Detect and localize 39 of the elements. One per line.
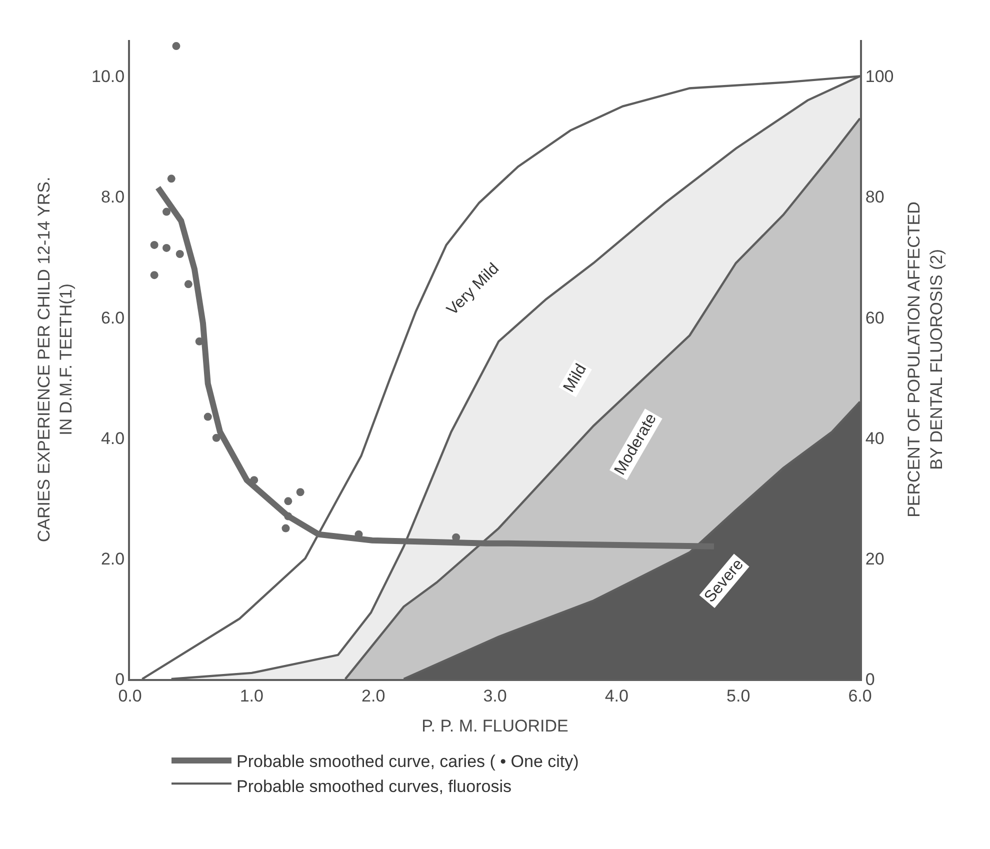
x-tick-label: 5.0 bbox=[726, 686, 750, 706]
point bbox=[282, 524, 290, 532]
y2-tick-label: 80 bbox=[865, 188, 884, 207]
point bbox=[250, 476, 258, 484]
point bbox=[204, 412, 212, 421]
y-axis-title: CARIES EXPERIENCE PER CHILD 12-14 YRS. IN D.M.F. TEETH(1) bbox=[34, 176, 76, 542]
y2-tick-label: 60 bbox=[865, 308, 884, 328]
point bbox=[212, 434, 220, 442]
y2-axis-title: PERCENT OF POPULATION AFFECTED BY DENTAL FLUOROSIS (2) bbox=[904, 202, 946, 518]
x-axis-title: P. P. M. FLUORIDE bbox=[422, 716, 568, 736]
x-tick-label: 1.0 bbox=[240, 686, 264, 706]
y-tick-label: 8.0 bbox=[100, 188, 125, 207]
legend-label: Probable smoothed curve, caries ( • One city) bbox=[236, 752, 579, 772]
point bbox=[167, 174, 176, 183]
legend-label: Probable smoothed curves, fluorosis bbox=[236, 777, 512, 796]
point bbox=[284, 497, 292, 506]
point bbox=[184, 280, 192, 288]
y-tick-label: 4.0 bbox=[100, 428, 125, 448]
x-tick-label: 0.0 bbox=[118, 686, 142, 706]
y-tick-label: 0 bbox=[115, 670, 125, 689]
y2-tick-label: 40 bbox=[865, 428, 884, 448]
y-tick-label: 2.0 bbox=[100, 549, 125, 568]
y-tick-label: 6.0 bbox=[100, 308, 125, 328]
y-tick-label: 10.0 bbox=[92, 67, 125, 86]
x-tick-label: 3.0 bbox=[483, 686, 507, 706]
point bbox=[284, 512, 292, 520]
point bbox=[162, 208, 170, 216]
point bbox=[150, 271, 158, 280]
y2-tick-label: 20 bbox=[865, 549, 884, 568]
point bbox=[162, 244, 170, 252]
point bbox=[296, 488, 304, 496]
point bbox=[176, 250, 184, 258]
x-tick-label: 2.0 bbox=[362, 686, 386, 706]
y2-tick-label: 0 bbox=[865, 670, 875, 689]
x-tick-label: 4.0 bbox=[604, 686, 628, 706]
point bbox=[150, 240, 158, 249]
point bbox=[172, 42, 180, 50]
y2-tick-label: 100 bbox=[865, 67, 894, 86]
x-tick-label: 6.0 bbox=[848, 686, 872, 706]
